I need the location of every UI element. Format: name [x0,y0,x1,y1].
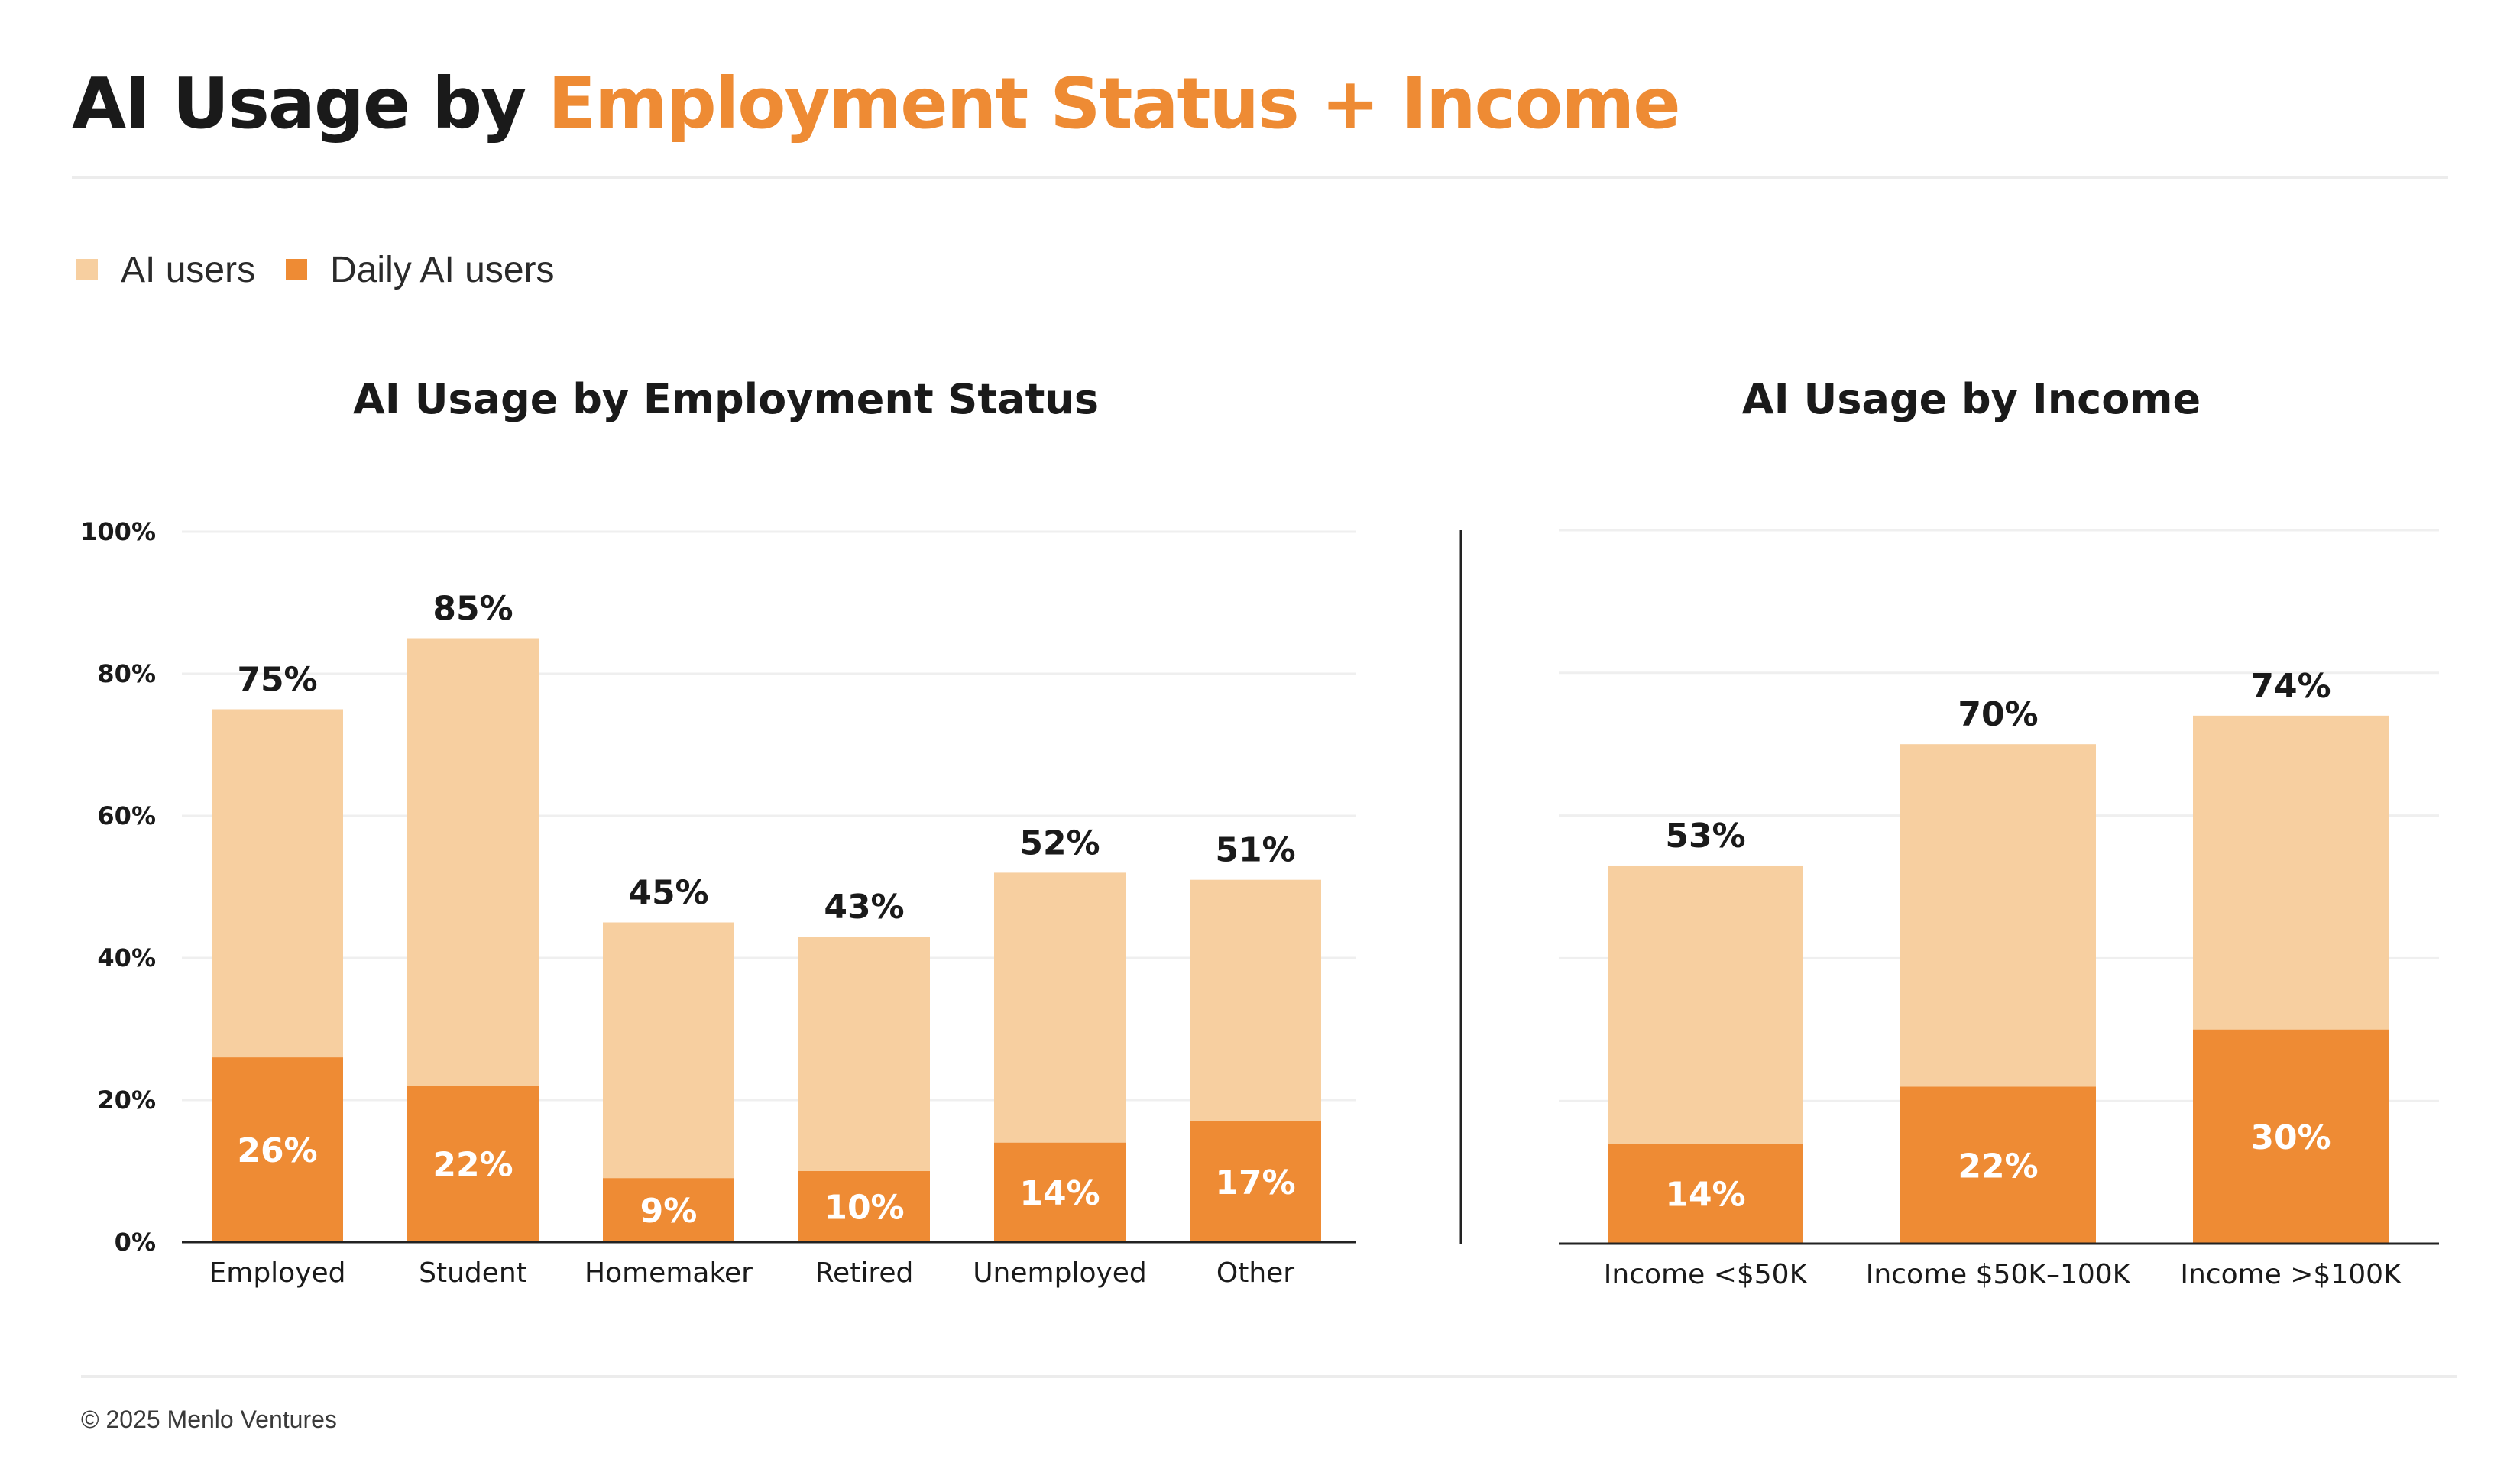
legend-label-ai-users: AI users [121,249,256,290]
legend-item-daily-ai-users: Daily AI users [286,249,555,291]
x-tick-label: Income <$50K [1604,1259,1809,1290]
bar-daily-ai-users [603,1178,734,1242]
data-label-daily-ai-users: 30% [2250,1118,2331,1157]
x-tick-label: Unemployed [973,1257,1147,1289]
y-tick-label: 20% [97,1086,156,1115]
x-tick-label: Other [1216,1257,1294,1289]
bar-daily-ai-users [212,1057,343,1242]
bar-daily-ai-users [798,1171,930,1242]
chart-title-income: AI Usage by Income [1742,375,2201,423]
legend: AI users Daily AI users [76,243,585,296]
legend-swatch-ai-users [76,259,98,280]
title-primary: AI Usage by [72,63,549,144]
bar-daily-ai-users [407,1086,539,1242]
data-label-daily-ai-users: 26% [237,1131,317,1170]
data-label-ai-users: 51% [1215,831,1295,870]
footer-divider [81,1375,2457,1378]
y-tick-label: 40% [97,943,156,972]
data-label-ai-users: 43% [824,888,904,927]
chart-title-employment: AI Usage by Employment Status [353,375,1099,423]
data-label-ai-users: 70% [1958,695,2038,734]
legend-item-ai-users: AI users [76,249,255,291]
bar-daily-ai-users [1900,1086,2096,1244]
data-label-ai-users: 53% [1665,817,1745,856]
x-tick-label: Income >$100K [2180,1259,2402,1290]
y-tick-label: 100% [80,517,156,546]
legend-label-daily-ai-users: Daily AI users [330,249,555,290]
x-tick-label: Employed [209,1257,346,1289]
data-label-ai-users: 74% [2250,667,2331,706]
y-tick-label: 60% [97,801,156,830]
data-label-ai-users: 75% [237,661,317,700]
page-title: AI Usage by Employment Status + Income [72,50,1681,157]
data-label-daily-ai-users: 14% [1019,1174,1100,1213]
header-divider [72,176,2448,179]
bar-daily-ai-users [1190,1121,1321,1242]
data-label-daily-ai-users: 17% [1215,1163,1295,1202]
x-tick-label: Income $50K–100K [1866,1259,2132,1290]
footer-copyright: © 2025 Menlo Ventures [81,1406,337,1433]
data-label-ai-users: 52% [1019,824,1100,862]
bar-daily-ai-users [2193,1029,2389,1244]
data-label-daily-ai-users: 22% [1958,1147,2038,1186]
legend-swatch-daily-ai-users [286,259,308,280]
y-tick-label: 0% [115,1228,156,1257]
y-tick-label: 80% [97,659,156,688]
data-label-daily-ai-users: 10% [824,1189,904,1228]
bar-daily-ai-users [994,1142,1126,1242]
x-tick-label: Retired [815,1257,914,1289]
data-label-daily-ai-users: 14% [1665,1176,1745,1215]
data-label-ai-users: 85% [432,590,513,629]
data-label-ai-users: 45% [628,874,708,913]
data-label-daily-ai-users: 9% [640,1192,698,1231]
x-tick-label: Homemaker [585,1257,753,1289]
data-label-daily-ai-users: 22% [432,1146,513,1185]
bar-daily-ai-users [1608,1144,1803,1244]
x-tick-label: Student [419,1257,527,1289]
title-accent: Employment Status + Income [548,63,1680,144]
